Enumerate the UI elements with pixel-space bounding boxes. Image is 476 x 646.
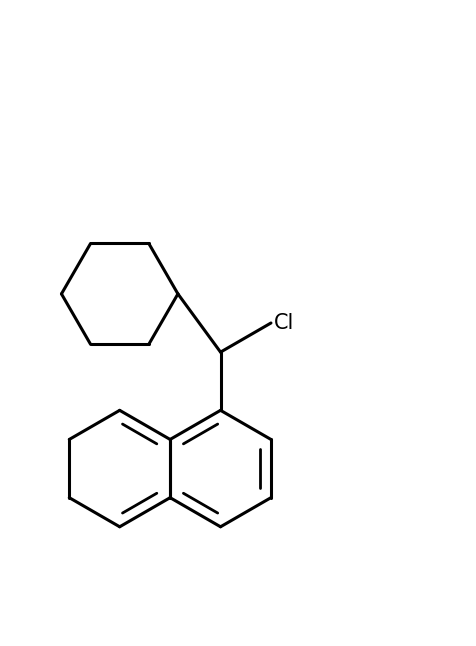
Text: Cl: Cl	[274, 313, 294, 333]
